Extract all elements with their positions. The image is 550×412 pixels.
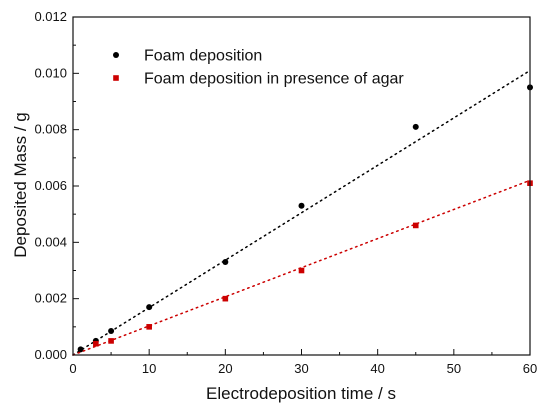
foam-data-point (412, 123, 419, 130)
agar-legend-marker (113, 75, 119, 81)
legend-layer: Foam deposition Foam deposition in presen… (113, 48, 404, 88)
axis-layer: 0 10 20 30 40 50 60 0.000 0.002 0.004 0.006 0.008 0.… (34, 9, 537, 376)
x-tick-label: 30 (294, 361, 308, 376)
x-tick-label: 50 (447, 361, 461, 376)
x-axis-title: Electrodeposition time / s (206, 384, 396, 403)
foam-legend-label: Foam deposition (144, 48, 262, 65)
agar-data-point (222, 295, 229, 302)
x-tick-label: 20 (218, 361, 232, 376)
y-tick-label: 0.006 (34, 178, 67, 193)
agar-data-point (146, 324, 152, 330)
foam-data-point (298, 202, 305, 209)
plot-layer (72, 69, 533, 356)
x-tick-label: 0 (69, 361, 76, 376)
y-tick-label: 0.010 (34, 65, 67, 80)
foam-data-point (146, 304, 153, 311)
x-tick-label: 40 (370, 361, 384, 376)
agar-data-point (412, 222, 419, 229)
foam-data-point (222, 259, 229, 266)
foam-data-point (77, 346, 84, 353)
x-tick-label: 60 (523, 361, 537, 376)
foam-legend-marker (113, 52, 119, 58)
agar-data-point (298, 267, 305, 274)
y-tick-label: 0.000 (34, 347, 67, 362)
plot-frame (72, 16, 531, 356)
y-axis-title: Deposited Mass / g (11, 112, 30, 258)
agar-data-point (108, 338, 114, 344)
agar-legend-label: Foam deposition in presence of agar (144, 71, 404, 88)
x-tick-label: 10 (142, 361, 156, 376)
agar-trend-line (72, 179, 531, 356)
foam-trend-line (72, 69, 531, 356)
agar-data-point (93, 340, 99, 347)
foam-data-point (108, 328, 115, 335)
y-tick-label: 0.002 (34, 291, 67, 306)
y-tick-label: 0.012 (34, 9, 67, 24)
y-tick-label: 0.008 (34, 122, 67, 137)
y-tick-label: 0.004 (34, 234, 67, 249)
